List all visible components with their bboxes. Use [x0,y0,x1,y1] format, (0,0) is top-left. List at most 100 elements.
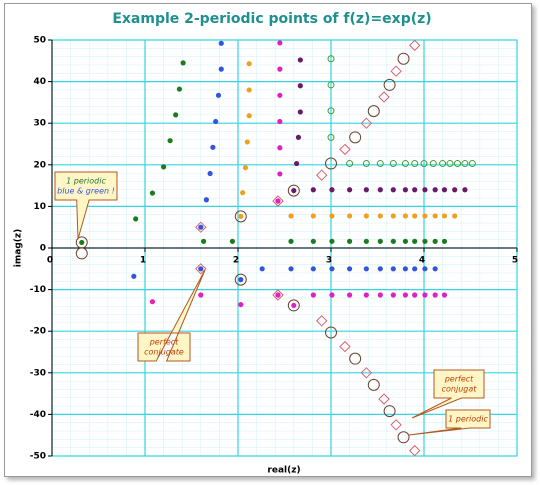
point [378,393,390,405]
point [347,187,353,193]
callout-text: 1 periodic [448,415,488,424]
point [272,289,284,301]
point [363,238,369,244]
point [397,52,410,65]
point [291,187,297,194]
x-tick-label: 3 [326,256,332,266]
point [210,144,216,150]
callout-text: conjugat [442,385,478,394]
point [339,143,351,156]
point [402,187,408,193]
y-tick-label: 50 [33,36,46,46]
point [207,170,213,177]
point [462,187,468,193]
point [363,213,369,219]
point [198,292,204,298]
point [432,266,438,272]
point [242,165,249,171]
point [277,171,283,177]
point [161,164,167,170]
point [367,378,380,391]
point [203,197,209,203]
point [195,221,207,233]
point [133,216,139,222]
point [198,266,204,272]
point [422,187,428,193]
point [277,145,283,151]
point [390,419,402,431]
point [412,266,418,272]
point [408,39,421,52]
point [389,160,397,168]
point [377,238,383,244]
point [390,266,396,272]
point [149,190,156,196]
point [277,66,283,72]
point [329,238,335,244]
point [277,118,283,125]
callout-box [411,369,485,419]
point [297,57,303,63]
callout-text: perfect [149,338,179,347]
y-tick-label: 20 [33,160,46,170]
y-tick-label: -20 [30,327,46,337]
point [376,160,384,168]
point [288,213,294,219]
point [310,187,316,193]
point [383,405,396,418]
callout-text: perfect [444,375,474,384]
point [347,213,353,219]
point [213,118,219,125]
point [363,292,369,298]
point [390,187,396,193]
point [452,213,458,219]
point [377,266,383,272]
callout-box [408,409,491,436]
point [288,238,294,244]
point [218,40,224,46]
point [238,277,244,283]
point [429,160,437,168]
point [383,78,396,91]
point [295,134,302,140]
point [349,352,362,365]
point [349,131,362,144]
point [362,160,370,168]
point [325,157,337,170]
point [200,238,207,244]
point [422,292,428,298]
point [329,266,335,272]
chart-title: Example 2-periodic points of f(z)=exp(z) [112,11,431,27]
point [360,367,373,379]
point [390,238,396,244]
point [234,273,247,286]
x-tick-label: 4 [419,256,425,266]
callout-text: blue & green ! [57,187,115,196]
point [131,273,137,279]
point [347,292,353,298]
callout-text: conjugate [144,348,184,357]
y-tick-label: -30 [30,368,46,378]
point [329,187,335,193]
point [377,187,383,193]
point [297,109,303,115]
point [310,266,316,272]
point [402,238,408,244]
point [244,139,250,145]
point [363,187,369,193]
point [297,83,303,89]
point [327,107,335,115]
point [315,169,328,181]
point [327,55,335,63]
point [412,292,418,298]
x-axis-label: real(z) [267,466,300,476]
y-tick-label: -50 [30,452,46,462]
point [218,66,224,72]
point [422,213,428,219]
point [441,187,448,193]
point [329,213,335,219]
point [180,60,186,66]
point [327,133,335,141]
